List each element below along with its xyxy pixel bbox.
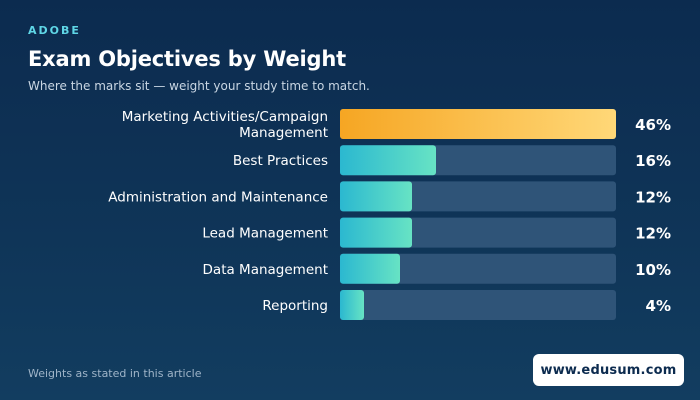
- category-label: Marketing Activities/Campaign Management: [122, 109, 328, 141]
- bar-track: [340, 253, 616, 284]
- value-label: 46%: [635, 116, 671, 134]
- vendor-eyebrow: ADOBE: [28, 24, 81, 37]
- bar[interactable]: [340, 109, 616, 139]
- category-label: Data Management: [203, 262, 328, 278]
- bar-chart: Marketing Activities/Campaign Management 4…: [108, 109, 671, 320]
- category-label: Administration and Maintenance: [108, 189, 328, 205]
- value-label: 16%: [635, 152, 671, 170]
- bar-track: [340, 290, 616, 320]
- bar[interactable]: [340, 145, 436, 176]
- value-label: 10%: [635, 261, 671, 279]
- bar[interactable]: [340, 217, 412, 248]
- chart-subtitle: Where the marks sit — weight your study …: [28, 79, 370, 93]
- bar[interactable]: [340, 290, 364, 320]
- value-label: 4%: [646, 297, 671, 315]
- category-label: Reporting: [262, 298, 328, 314]
- category-label: Lead Management: [202, 226, 328, 242]
- footnote: Weights as stated in this article: [28, 367, 202, 380]
- bar[interactable]: [340, 253, 400, 284]
- category-label: Best Practices: [233, 153, 328, 169]
- value-label: 12%: [635, 188, 671, 206]
- website-badge[interactable]: www.edusum.com: [533, 354, 684, 386]
- value-label: 12%: [635, 225, 671, 243]
- bar[interactable]: [340, 181, 412, 212]
- chart-title: Exam Objectives by Weight: [28, 47, 346, 71]
